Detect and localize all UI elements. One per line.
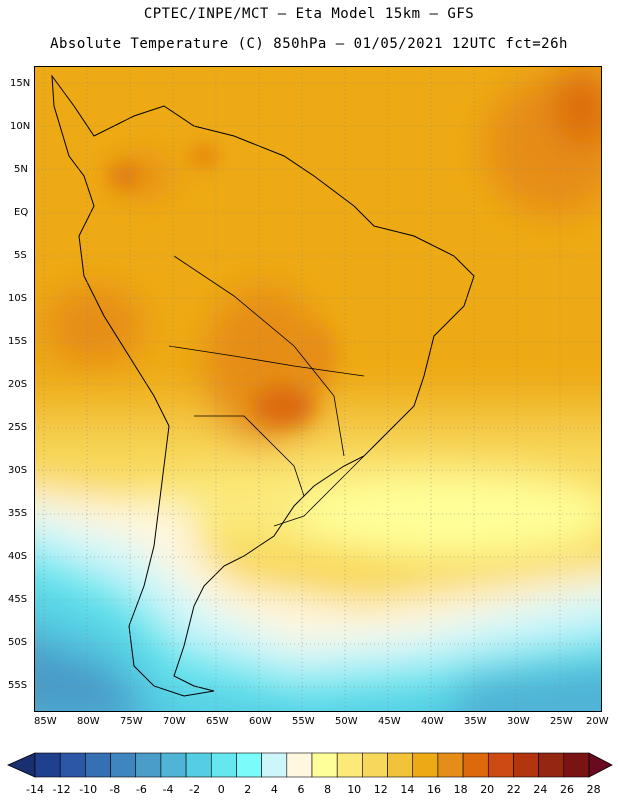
colorbar-label: 22 — [506, 783, 521, 796]
colorbar-swatch — [110, 752, 137, 778]
colorbar-swatch — [236, 752, 262, 778]
lat-label: 10N — [10, 121, 31, 132]
colorbar-label: -2 — [189, 783, 201, 796]
lat-label: 35S — [8, 508, 28, 519]
colorbar-label: -4 — [162, 783, 174, 796]
lat-label: 55S — [8, 680, 28, 691]
lon-label: 75W — [120, 716, 143, 727]
colorbar-label: 4 — [270, 783, 278, 796]
colorbar-low-arrow — [7, 752, 36, 778]
coastline — [51, 74, 475, 697]
colorbar-label: 6 — [297, 783, 305, 796]
lon-label: 45W — [378, 716, 401, 727]
lon-label: 80W — [77, 716, 100, 727]
chart-title-line1: CPTEC/INPE/MCT – Eta Model 15km – GFS — [143, 6, 475, 22]
border-lines — [173, 255, 345, 457]
colorbar-swatch — [437, 752, 464, 778]
grid-lines — [34, 66, 602, 712]
colorbar-swatch — [185, 752, 212, 778]
lat-label: 5N — [14, 164, 28, 175]
colorbar-label: -8 — [109, 783, 121, 796]
colorbar-swatch — [160, 752, 187, 778]
lat-label: 15S — [8, 336, 28, 347]
lat-label: 5S — [14, 250, 27, 261]
colorbar-label: -6 — [135, 783, 147, 796]
lon-label: 35W — [464, 716, 487, 727]
colorbar-swatch — [210, 752, 237, 778]
colorbar-swatch — [387, 752, 414, 778]
colorbar-swatch — [487, 752, 514, 778]
lat-label: 30S — [8, 465, 28, 476]
colorbar-swatch — [563, 752, 590, 778]
colorbar-swatch — [538, 752, 565, 778]
colorbar-high-arrow — [588, 752, 613, 778]
lon-label: 65W — [206, 716, 229, 727]
lat-label: 50S — [8, 637, 28, 648]
colorbar-swatch — [336, 752, 363, 778]
colorbar-label: 28 — [586, 783, 601, 796]
lon-label: 25W — [550, 716, 573, 727]
colorbar-label: 14 — [400, 783, 415, 796]
map-canvas — [34, 66, 602, 712]
colorbar-label: 0 — [217, 783, 225, 796]
colorbar-label: 12 — [373, 783, 388, 796]
colorbar-label: 16 — [427, 783, 441, 796]
colorbar-swatch — [412, 752, 439, 778]
colorbar-swatch — [462, 752, 489, 778]
colorbar-label: 26 — [560, 783, 574, 796]
lat-label: EQ — [14, 207, 29, 218]
lon-label: 85W — [34, 716, 57, 727]
lat-label: 40S — [8, 551, 28, 562]
colorbar-swatch — [59, 752, 86, 778]
lat-label: 10S — [8, 293, 28, 304]
colorbar-label: 18 — [453, 783, 468, 796]
lon-label: 55W — [292, 716, 315, 727]
lon-label: 60W — [249, 716, 272, 727]
colorbar-label: 24 — [533, 783, 548, 796]
lon-label: 30W — [507, 716, 530, 727]
colorbar-label: 20 — [480, 783, 495, 796]
lat-label: 15N — [10, 78, 31, 89]
lat-label: 20S — [8, 379, 28, 390]
colorbar-swatch — [34, 752, 61, 778]
colorbar-swatch — [85, 752, 111, 778]
lon-label: 40W — [421, 716, 444, 727]
colorbar-label: -12 — [52, 783, 71, 796]
lon-label: 70W — [163, 716, 186, 727]
colorbar-swatch — [513, 752, 539, 778]
temperature-map — [34, 66, 602, 712]
colorbar-label: 8 — [324, 783, 332, 796]
colorbar-swatch — [311, 752, 338, 778]
colorbar — [7, 752, 613, 778]
colorbar-swatch — [362, 752, 388, 778]
colorbar-swatch — [135, 752, 162, 778]
hot-spots — [110, 148, 334, 426]
colorbar-label: -10 — [79, 783, 98, 796]
colorbar-label: 10 — [347, 783, 362, 796]
map-border — [34, 66, 602, 712]
colorbar-label: 2 — [244, 783, 252, 796]
lat-label: 45S — [8, 594, 28, 605]
lat-label: 25S — [8, 422, 28, 433]
lon-label: 20W — [586, 716, 609, 727]
colorbar-swatch — [261, 752, 288, 778]
colorbar-swatch — [286, 752, 313, 778]
colorbar-label: -14 — [26, 783, 44, 796]
lon-label: 50W — [335, 716, 358, 727]
chart-title-line2: Absolute Temperature (C) 850hPa – 01/05/… — [50, 36, 568, 52]
